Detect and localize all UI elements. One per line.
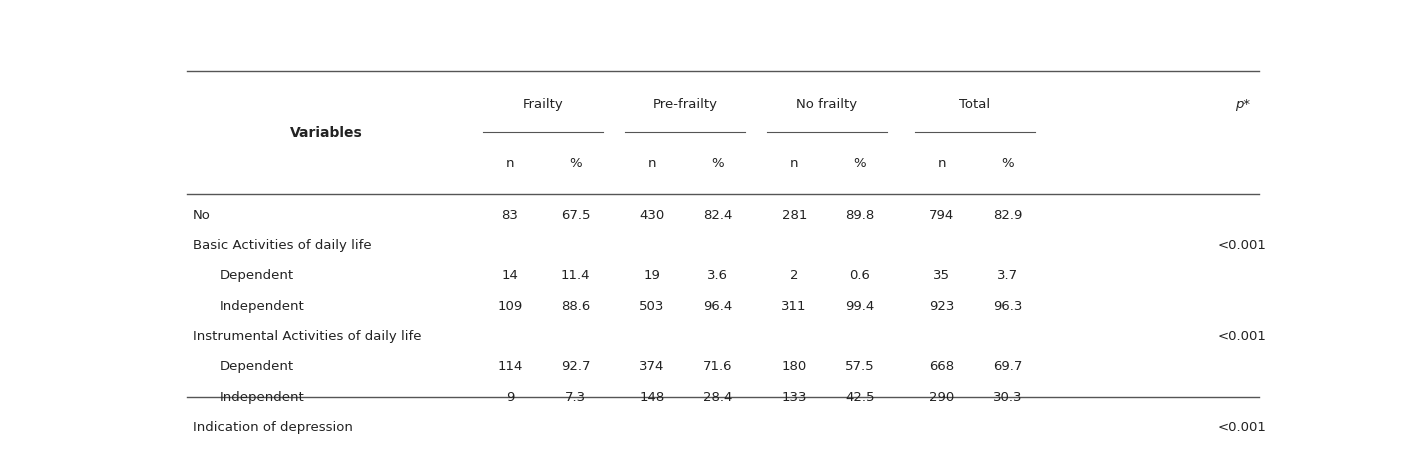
Text: 96.4: 96.4 bbox=[703, 300, 732, 313]
Text: 374: 374 bbox=[639, 360, 665, 373]
Text: 668: 668 bbox=[930, 360, 954, 373]
Text: 83: 83 bbox=[501, 209, 518, 221]
Text: 99.4: 99.4 bbox=[845, 300, 875, 313]
Text: 3.7: 3.7 bbox=[998, 269, 1017, 282]
Text: 0.6: 0.6 bbox=[849, 269, 871, 282]
Text: Pre-frailty: Pre-frailty bbox=[652, 98, 717, 111]
Text: n: n bbox=[648, 157, 656, 170]
Text: 923: 923 bbox=[930, 300, 954, 313]
Text: <0.001: <0.001 bbox=[1218, 330, 1267, 343]
Text: <0.001: <0.001 bbox=[1218, 239, 1267, 252]
Text: Frailty: Frailty bbox=[522, 98, 563, 111]
Text: 42.5: 42.5 bbox=[845, 391, 875, 404]
Text: Independent: Independent bbox=[220, 391, 305, 404]
Text: 82.9: 82.9 bbox=[993, 209, 1022, 221]
Text: 11.4: 11.4 bbox=[560, 269, 590, 282]
Text: n: n bbox=[937, 157, 947, 170]
Text: 9: 9 bbox=[505, 391, 514, 404]
Text: 281: 281 bbox=[782, 209, 807, 221]
Text: 96.3: 96.3 bbox=[993, 300, 1022, 313]
Text: 114: 114 bbox=[497, 360, 522, 373]
Text: 30.3: 30.3 bbox=[993, 391, 1022, 404]
Text: 19: 19 bbox=[643, 269, 660, 282]
Text: %: % bbox=[711, 157, 724, 170]
Text: 7.3: 7.3 bbox=[564, 391, 586, 404]
Text: 311: 311 bbox=[782, 300, 807, 313]
Text: Dependent: Dependent bbox=[220, 269, 295, 282]
Text: 92.7: 92.7 bbox=[560, 360, 590, 373]
Text: 109: 109 bbox=[497, 300, 522, 313]
Text: %: % bbox=[854, 157, 866, 170]
Text: n: n bbox=[790, 157, 799, 170]
Text: <0.001: <0.001 bbox=[1218, 421, 1267, 434]
Text: 71.6: 71.6 bbox=[703, 360, 732, 373]
Text: p*: p* bbox=[1235, 98, 1250, 111]
Text: Variables: Variables bbox=[291, 126, 363, 140]
Text: 3.6: 3.6 bbox=[707, 269, 728, 282]
Text: 82.4: 82.4 bbox=[703, 209, 732, 221]
Text: 89.8: 89.8 bbox=[845, 209, 875, 221]
Text: n: n bbox=[505, 157, 514, 170]
Text: 35: 35 bbox=[933, 269, 951, 282]
Text: 88.6: 88.6 bbox=[562, 300, 590, 313]
Text: Instrumental Activities of daily life: Instrumental Activities of daily life bbox=[193, 330, 422, 343]
Text: Dependent: Dependent bbox=[220, 360, 295, 373]
Text: 28.4: 28.4 bbox=[703, 391, 732, 404]
Text: 2: 2 bbox=[790, 269, 799, 282]
Text: 14: 14 bbox=[501, 269, 518, 282]
Text: 67.5: 67.5 bbox=[560, 209, 590, 221]
Text: %: % bbox=[569, 157, 581, 170]
Text: 794: 794 bbox=[930, 209, 954, 221]
Text: Basic Activities of daily life: Basic Activities of daily life bbox=[193, 239, 371, 252]
Text: 133: 133 bbox=[782, 391, 807, 404]
Text: 148: 148 bbox=[639, 391, 665, 404]
Text: 69.7: 69.7 bbox=[993, 360, 1022, 373]
Text: No frailty: No frailty bbox=[796, 98, 858, 111]
Text: 290: 290 bbox=[930, 391, 954, 404]
Text: %: % bbox=[1002, 157, 1013, 170]
Text: 430: 430 bbox=[639, 209, 665, 221]
Text: 57.5: 57.5 bbox=[845, 360, 875, 373]
Text: No: No bbox=[193, 209, 210, 221]
Text: Total: Total bbox=[959, 98, 991, 111]
Text: Indication of depression: Indication of depression bbox=[193, 421, 353, 434]
Text: Independent: Independent bbox=[220, 300, 305, 313]
Text: 503: 503 bbox=[639, 300, 665, 313]
Text: 180: 180 bbox=[782, 360, 807, 373]
